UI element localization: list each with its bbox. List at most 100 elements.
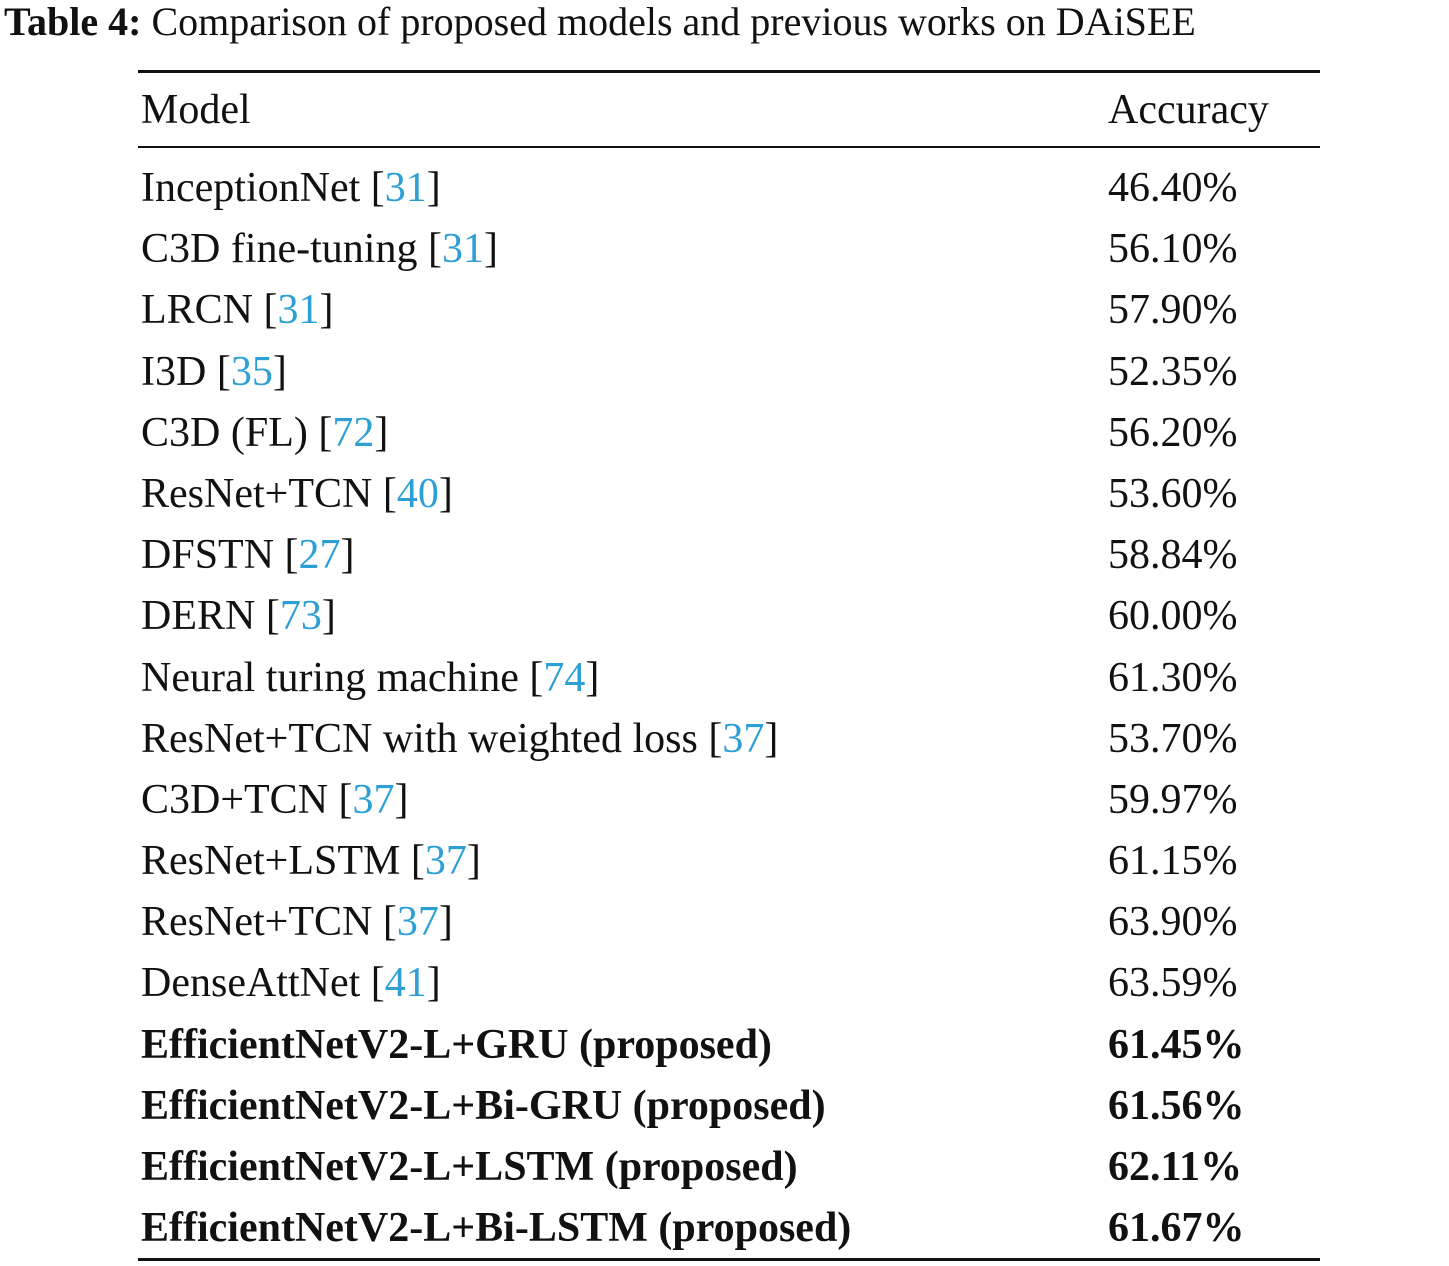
caption-label: Table 4: bbox=[4, 0, 142, 44]
citation-link[interactable]: 31 bbox=[277, 287, 320, 334]
model-cell: DFSTN [27] bbox=[141, 528, 355, 582]
table-row: EfficientNetV2-L+GRU (proposed) 61.45% bbox=[0, 1014, 1449, 1075]
citation-open-bracket: [ bbox=[697, 715, 723, 762]
table-top-rule bbox=[138, 70, 1320, 73]
model-name: DenseAttNet bbox=[141, 960, 361, 1007]
model-cell: ResNet+TCN [37] bbox=[141, 895, 453, 949]
model-cell: C3D+TCN [37] bbox=[141, 773, 409, 827]
accuracy-cell: 58.84% bbox=[1108, 532, 1238, 579]
citation-close-bracket: ] bbox=[585, 654, 600, 701]
model-cell: C3D fine-tuning [31] bbox=[141, 222, 498, 276]
accuracy-cell: 61.15% bbox=[1108, 838, 1238, 885]
model-cell: C3D (FL) [72] bbox=[141, 406, 388, 460]
model-name: EfficientNetV2-L+GRU (proposed) bbox=[141, 1021, 772, 1068]
table-row: C3D (FL) [72] 56.20% bbox=[0, 402, 1449, 463]
model-name: I3D bbox=[141, 348, 207, 395]
model-cell: EfficientNetV2-L+Bi-LSTM (proposed) bbox=[141, 1201, 851, 1255]
accuracy-cell: 53.70% bbox=[1108, 715, 1238, 762]
model-name: ResNet+LSTM bbox=[141, 838, 401, 885]
citation-open-bracket: [ bbox=[253, 287, 278, 334]
model-name: DERN bbox=[141, 593, 256, 640]
citation-link[interactable]: 37 bbox=[424, 838, 467, 885]
citation-open-bracket: [ bbox=[360, 165, 385, 211]
accuracy-cell: 52.35% bbox=[1108, 348, 1238, 395]
model-name: EfficientNetV2-L+Bi-LSTM (proposed) bbox=[141, 1205, 852, 1252]
table-row: I3D [35] 52.35% bbox=[0, 341, 1449, 402]
citation-open-bracket: [ bbox=[328, 776, 353, 823]
table-row: LRCN [31] 57.90% bbox=[0, 279, 1449, 340]
model-cell: InceptionNet [31] bbox=[141, 161, 441, 215]
citation-open-bracket: [ bbox=[360, 960, 385, 1007]
table-header-row: Model Accuracy bbox=[0, 83, 1449, 137]
table-row: C3D+TCN [37] 59.97% bbox=[0, 769, 1449, 830]
model-cell: Neural turing machine [74] bbox=[141, 651, 599, 705]
table-row: ResNet+LSTM [37] 61.15% bbox=[0, 830, 1449, 891]
table-row: EfficientNetV2-L+Bi-GRU (proposed) 61.56% bbox=[0, 1075, 1449, 1136]
model-name: C3D+TCN bbox=[141, 776, 329, 823]
accuracy-cell: 61.56% bbox=[1108, 1082, 1245, 1129]
accuracy-cell: 63.90% bbox=[1108, 899, 1238, 946]
citation-close-bracket: ] bbox=[426, 960, 441, 1007]
citation-close-bracket: ] bbox=[483, 226, 498, 273]
model-cell: ResNet+TCN [40] bbox=[141, 467, 453, 521]
citation-link[interactable]: 74 bbox=[543, 654, 586, 701]
table-row: ResNet+TCN [40] 53.60% bbox=[0, 463, 1449, 524]
citation-open-bracket: [ bbox=[372, 470, 397, 517]
model-name: EfficientNetV2-L+Bi-GRU (proposed) bbox=[141, 1082, 826, 1129]
model-name: LRCN bbox=[141, 287, 254, 334]
accuracy-cell: 46.40% bbox=[1108, 165, 1238, 211]
citation-link[interactable]: 72 bbox=[332, 409, 375, 456]
model-cell: EfficientNetV2-L+Bi-GRU (proposed) bbox=[141, 1079, 826, 1133]
citation-link[interactable]: 35 bbox=[230, 348, 273, 395]
citation-open-bracket: [ bbox=[307, 409, 333, 456]
table-row: EfficientNetV2-L+Bi-LSTM (proposed) 61.67… bbox=[0, 1197, 1449, 1258]
accuracy-cell: 53.60% bbox=[1108, 470, 1238, 517]
citation-link[interactable]: 31 bbox=[384, 165, 427, 211]
citation-open-bracket: [ bbox=[274, 532, 299, 579]
model-cell: EfficientNetV2-L+GRU (proposed) bbox=[141, 1018, 772, 1072]
table-body: InceptionNet [31] 46.40% C3D fine-tuning [… bbox=[0, 157, 1449, 1258]
accuracy-cell: 60.00% bbox=[1108, 593, 1238, 640]
table-row: DFSTN [27] 58.84% bbox=[0, 524, 1449, 585]
citation-close-bracket: ] bbox=[321, 593, 336, 640]
model-name: ResNet+TCN bbox=[141, 899, 373, 946]
model-cell: LRCN [31] bbox=[141, 283, 334, 337]
citation-link[interactable]: 37 bbox=[396, 899, 439, 946]
model-name: Neural turing machine bbox=[141, 654, 519, 701]
table-row: ResNet+TCN with weighted loss [37] 53.70% bbox=[0, 708, 1449, 769]
citation-close-bracket: ] bbox=[764, 715, 779, 762]
accuracy-cell: 59.97% bbox=[1108, 776, 1238, 823]
table-row: C3D fine-tuning [31] 56.10% bbox=[0, 218, 1449, 279]
caption-text: Comparison of proposed models and previo… bbox=[151, 0, 1196, 44]
header-accuracy: Accuracy bbox=[1108, 87, 1269, 133]
citation-close-bracket: ] bbox=[340, 532, 355, 579]
citation-open-bracket: [ bbox=[372, 899, 397, 946]
citation-link[interactable]: 31 bbox=[441, 226, 484, 273]
citation-open-bracket: [ bbox=[518, 654, 544, 701]
model-cell: ResNet+LSTM [37] bbox=[141, 834, 481, 888]
model-name: ResNet+TCN with weighted loss bbox=[141, 715, 698, 762]
model-name: C3D (FL) bbox=[141, 409, 308, 456]
table-row: Neural turing machine [74] 61.30% bbox=[0, 647, 1449, 708]
accuracy-cell: 56.10% bbox=[1108, 226, 1238, 273]
citation-link[interactable]: 27 bbox=[298, 532, 341, 579]
model-name: DFSTN bbox=[141, 532, 275, 579]
citation-link[interactable]: 41 bbox=[384, 960, 427, 1007]
table-row: DenseAttNet [41] 63.59% bbox=[0, 952, 1449, 1013]
citation-close-bracket: ] bbox=[426, 165, 441, 211]
citation-open-bracket: [ bbox=[206, 348, 231, 395]
table-row: InceptionNet [31] 46.40% bbox=[0, 157, 1449, 218]
table-row: ResNet+TCN [37] 63.90% bbox=[0, 891, 1449, 952]
citation-close-bracket: ] bbox=[438, 470, 453, 517]
model-name: ResNet+TCN bbox=[141, 470, 373, 517]
accuracy-cell: 61.30% bbox=[1108, 654, 1238, 701]
citation-link[interactable]: 37 bbox=[352, 776, 395, 823]
citation-link[interactable]: 40 bbox=[396, 470, 439, 517]
citation-link[interactable]: 37 bbox=[722, 715, 765, 762]
citation-link[interactable]: 73 bbox=[279, 593, 322, 640]
model-name: EfficientNetV2-L+LSTM (proposed) bbox=[141, 1144, 798, 1190]
citation-close-bracket: ] bbox=[319, 287, 334, 334]
table-row: EfficientNetV2-L+LSTM (proposed) 62.11% bbox=[0, 1136, 1449, 1197]
accuracy-cell: 63.59% bbox=[1108, 960, 1238, 1007]
citation-close-bracket: ] bbox=[466, 838, 481, 885]
